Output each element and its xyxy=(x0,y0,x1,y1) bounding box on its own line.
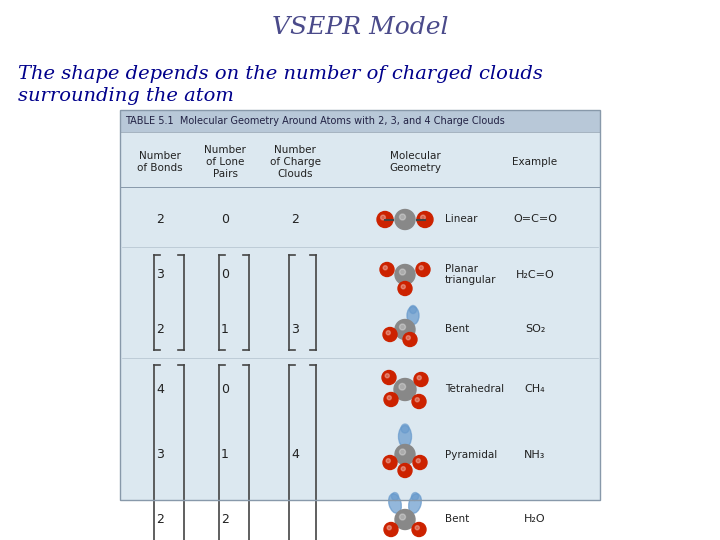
Circle shape xyxy=(394,379,416,401)
Text: 3: 3 xyxy=(291,323,299,336)
Text: 1: 1 xyxy=(221,448,229,461)
Ellipse shape xyxy=(411,492,418,501)
Text: Number
of Lone
Pairs: Number of Lone Pairs xyxy=(204,145,246,179)
Text: 4: 4 xyxy=(156,383,164,396)
Circle shape xyxy=(387,396,392,400)
Circle shape xyxy=(413,456,427,469)
Text: TABLE 5.1  Molecular Geometry Around Atoms with 2, 3, and 4 Charge Clouds: TABLE 5.1 Molecular Geometry Around Atom… xyxy=(125,116,505,126)
Circle shape xyxy=(387,525,392,530)
Circle shape xyxy=(381,215,385,220)
Circle shape xyxy=(414,373,428,387)
FancyBboxPatch shape xyxy=(120,110,600,132)
Circle shape xyxy=(395,210,415,230)
Ellipse shape xyxy=(398,426,412,448)
Circle shape xyxy=(395,444,415,464)
Circle shape xyxy=(412,395,426,408)
Circle shape xyxy=(395,320,415,340)
Circle shape xyxy=(416,262,430,276)
Text: Bent: Bent xyxy=(445,515,469,524)
Text: 1: 1 xyxy=(221,323,229,336)
Circle shape xyxy=(415,397,419,402)
Circle shape xyxy=(412,523,426,537)
Text: Molecular
Geometry: Molecular Geometry xyxy=(389,151,441,173)
Circle shape xyxy=(383,266,387,270)
Text: H₂C=O: H₂C=O xyxy=(516,269,554,280)
Ellipse shape xyxy=(389,494,401,514)
Text: Pyramidal: Pyramidal xyxy=(445,449,498,460)
Text: Tetrahedral: Tetrahedral xyxy=(445,384,504,395)
Text: 2: 2 xyxy=(291,213,299,226)
Circle shape xyxy=(380,262,394,276)
Text: Example: Example xyxy=(513,157,557,167)
Text: 2: 2 xyxy=(221,513,229,526)
Text: Planar
triangular: Planar triangular xyxy=(445,264,497,285)
Circle shape xyxy=(395,510,415,530)
Ellipse shape xyxy=(392,492,399,501)
Circle shape xyxy=(401,467,405,471)
Text: 2: 2 xyxy=(156,323,164,336)
Circle shape xyxy=(399,383,405,390)
Circle shape xyxy=(415,525,419,530)
Text: 2: 2 xyxy=(156,213,164,226)
Text: 0: 0 xyxy=(221,268,229,281)
Circle shape xyxy=(420,215,426,220)
Circle shape xyxy=(401,285,405,289)
Circle shape xyxy=(386,458,390,463)
FancyBboxPatch shape xyxy=(120,132,600,500)
Circle shape xyxy=(395,265,415,285)
Circle shape xyxy=(400,324,405,330)
Circle shape xyxy=(384,393,398,407)
Text: 4: 4 xyxy=(291,448,299,461)
Text: Number
of Charge
Clouds: Number of Charge Clouds xyxy=(269,145,320,179)
Circle shape xyxy=(416,458,420,463)
Circle shape xyxy=(377,212,393,227)
Text: 3: 3 xyxy=(156,448,164,461)
Text: CH₄: CH₄ xyxy=(525,384,545,395)
Text: 3: 3 xyxy=(156,268,164,281)
Text: 0: 0 xyxy=(221,213,229,226)
Text: 0: 0 xyxy=(221,383,229,396)
Circle shape xyxy=(383,456,397,469)
Text: VSEPR Model: VSEPR Model xyxy=(271,17,449,39)
Circle shape xyxy=(400,449,405,455)
Circle shape xyxy=(400,214,405,220)
Circle shape xyxy=(419,266,423,270)
Circle shape xyxy=(406,336,410,340)
Ellipse shape xyxy=(401,424,409,433)
Ellipse shape xyxy=(407,307,419,325)
Circle shape xyxy=(400,514,405,520)
Ellipse shape xyxy=(409,494,421,514)
Text: Number
of Bonds: Number of Bonds xyxy=(138,151,183,173)
Circle shape xyxy=(403,333,417,347)
Ellipse shape xyxy=(410,306,416,314)
Text: Linear: Linear xyxy=(445,214,477,225)
Text: Bent: Bent xyxy=(445,325,469,334)
Text: NH₃: NH₃ xyxy=(524,449,546,460)
Circle shape xyxy=(417,376,421,380)
Text: O=C=O: O=C=O xyxy=(513,214,557,225)
Circle shape xyxy=(383,327,397,341)
Circle shape xyxy=(382,370,396,384)
Circle shape xyxy=(417,212,433,227)
Circle shape xyxy=(385,374,390,378)
Text: H₂O: H₂O xyxy=(524,515,546,524)
Circle shape xyxy=(400,269,405,275)
Circle shape xyxy=(398,281,412,295)
Text: The shape depends on the number of charged clouds
surrounding the atom: The shape depends on the number of charg… xyxy=(18,65,543,105)
Circle shape xyxy=(384,523,398,537)
Text: SO₂: SO₂ xyxy=(525,325,545,334)
Circle shape xyxy=(386,330,390,335)
Circle shape xyxy=(398,463,412,477)
Bar xyxy=(120,110,600,500)
Text: 2: 2 xyxy=(156,513,164,526)
